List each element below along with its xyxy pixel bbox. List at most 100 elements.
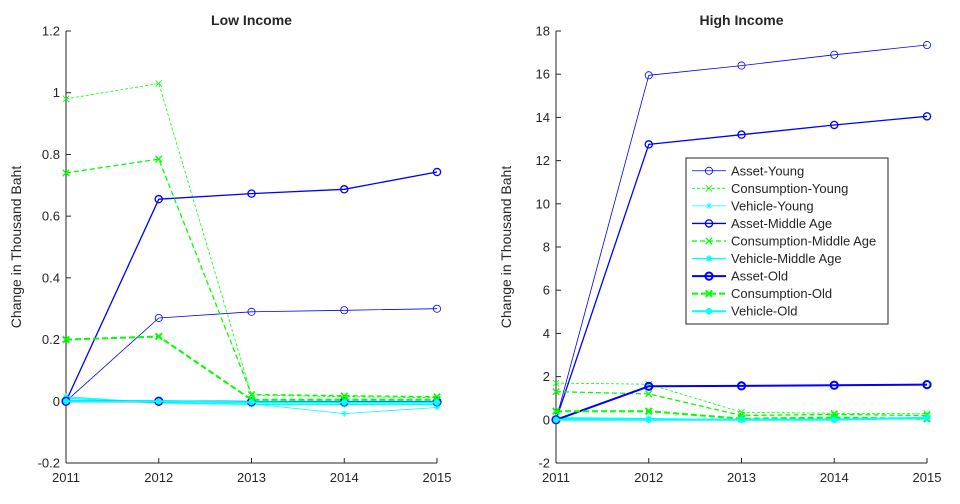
y-axis-label: Change in Thousand Baht xyxy=(8,166,24,329)
data-point xyxy=(432,304,441,313)
y-tick-label: 0.8 xyxy=(42,147,60,162)
series-asset-young xyxy=(62,304,441,406)
series-vehicle-old xyxy=(62,398,441,406)
legend-marker xyxy=(705,202,713,210)
y-tick-label: -2 xyxy=(538,456,550,471)
data-point xyxy=(248,399,255,406)
legend-marker xyxy=(705,255,713,262)
y-axis-label: Change in Thousand Baht xyxy=(498,166,514,329)
legend-label: Consumption-Old xyxy=(731,286,832,301)
legend-label: Vehicle-Middle Age xyxy=(731,251,842,266)
data-point xyxy=(644,71,653,80)
y-tick-label: 0.2 xyxy=(42,332,60,347)
legend-box xyxy=(685,157,889,325)
data-point xyxy=(829,380,839,390)
data-point xyxy=(432,167,442,177)
chart-panel-1: -0.2 0 0.2 0.4 0.6 0.8 1 1.2 2011 2012 2013 2014 201… xyxy=(8,12,451,485)
series-line xyxy=(555,44,928,420)
data-point xyxy=(645,390,653,398)
data-point xyxy=(247,307,256,316)
y-tick-label: 18 xyxy=(536,24,550,39)
data-point xyxy=(830,50,839,59)
legend-marker xyxy=(704,219,714,228)
data-point xyxy=(154,313,163,322)
data-point xyxy=(154,194,163,204)
data-point xyxy=(923,41,932,50)
data-point xyxy=(341,399,348,406)
x-tick-label: 2012 xyxy=(144,470,173,485)
y-tick-label: 1.2 xyxy=(42,24,60,39)
y-tick-label: 0 xyxy=(53,394,60,409)
series-consumption-middle-age xyxy=(552,388,931,420)
data-point xyxy=(922,112,932,121)
series-line xyxy=(555,115,928,421)
data-point xyxy=(923,414,931,421)
chart-title: High Income xyxy=(699,12,783,28)
x-tick-label: 2014 xyxy=(330,470,359,485)
data-point xyxy=(922,379,932,390)
x-tick-label: 2015 xyxy=(913,470,942,485)
x-tick-label: 2015 xyxy=(423,470,452,485)
y-tick-label: 16 xyxy=(536,67,550,82)
series-asset-middle-age xyxy=(61,167,442,406)
legend-label: Consumption-Middle Age xyxy=(731,234,876,249)
legend-label: Vehicle-Young xyxy=(731,198,814,213)
series-line xyxy=(65,158,438,398)
y-tick-label: 1 xyxy=(53,85,60,100)
y-tick-label: 0.6 xyxy=(42,209,60,224)
series-line xyxy=(555,382,928,415)
legend-marker xyxy=(705,308,713,315)
legend-label: Consumption-Young xyxy=(731,181,848,196)
legend-label: Vehicle-Old xyxy=(731,304,797,319)
x-tick-label: 2012 xyxy=(634,470,663,485)
data-point xyxy=(62,398,70,405)
x-tick-label: 2011 xyxy=(52,470,80,485)
data-point xyxy=(155,155,163,163)
data-point xyxy=(247,189,256,198)
data-point xyxy=(62,335,70,344)
series-asset-old xyxy=(551,379,932,425)
data-point xyxy=(433,399,441,406)
series-consumption-middle-age xyxy=(62,155,441,401)
legend-label: Asset-Middle Age xyxy=(731,216,832,231)
series-asset-young xyxy=(552,41,932,424)
y-tick-label: -0.2 xyxy=(38,456,60,471)
data-point xyxy=(644,140,654,149)
legend-marker xyxy=(705,184,713,192)
data-point xyxy=(552,416,560,423)
legend-marker xyxy=(705,289,713,298)
data-point xyxy=(737,130,746,139)
data-point xyxy=(341,410,348,417)
data-point xyxy=(552,379,560,387)
x-tick-label: 2013 xyxy=(727,470,756,485)
data-point xyxy=(644,381,654,391)
x-tick-label: 2011 xyxy=(542,470,570,485)
series-line xyxy=(65,83,438,398)
y-tick-label: 0.4 xyxy=(42,270,60,285)
data-point xyxy=(339,185,349,194)
series-line xyxy=(65,308,438,402)
data-point xyxy=(645,416,652,423)
y-tick-label: 0 xyxy=(543,412,550,427)
data-point xyxy=(62,169,70,177)
y-tick-label: 14 xyxy=(536,110,550,125)
data-point xyxy=(154,332,163,341)
series-consumption-old xyxy=(62,332,441,404)
series-line xyxy=(65,335,437,401)
legend-label: Asset-Young xyxy=(731,163,804,178)
data-point xyxy=(155,79,163,87)
y-tick-label: 4 xyxy=(543,326,550,341)
data-point xyxy=(830,120,839,130)
legend-marker xyxy=(704,271,714,281)
legend: Asset-Young Consumption-Young Vehicle-Youn… xyxy=(685,157,889,325)
series-line xyxy=(65,171,438,402)
data-point xyxy=(155,398,162,405)
y-tick-label: 12 xyxy=(536,153,550,168)
y-tick-label: 8 xyxy=(543,240,550,255)
data-point xyxy=(552,388,560,396)
series-vehicle-old xyxy=(552,414,931,423)
data-point xyxy=(736,381,747,391)
data-point xyxy=(62,95,70,103)
